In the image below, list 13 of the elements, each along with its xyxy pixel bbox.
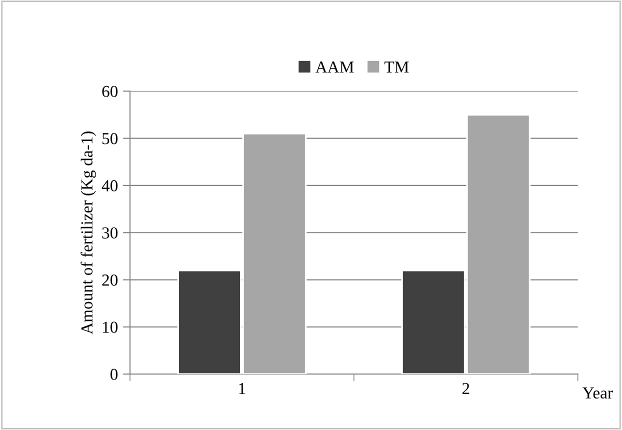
x-tick-label: 2 — [462, 382, 470, 394]
y-tick-label: 10 — [102, 322, 118, 333]
x-axis-title: Year — [582, 387, 613, 399]
y-tick-label: 20 — [102, 274, 118, 286]
legend-label: AAM — [315, 62, 354, 73]
x-tick-label: 1 — [239, 382, 246, 394]
y-tick-label: 40 — [102, 180, 118, 192]
y-tick-label: 50 — [102, 133, 118, 144]
legend-label: TM — [384, 62, 409, 73]
y-tick-label: 0 — [110, 368, 118, 380]
y-axis-title: Amount of fertilizer (Kg da-1) — [80, 132, 96, 334]
y-tick-label: 30 — [102, 227, 118, 239]
y-tick-label: 60 — [102, 86, 118, 98]
